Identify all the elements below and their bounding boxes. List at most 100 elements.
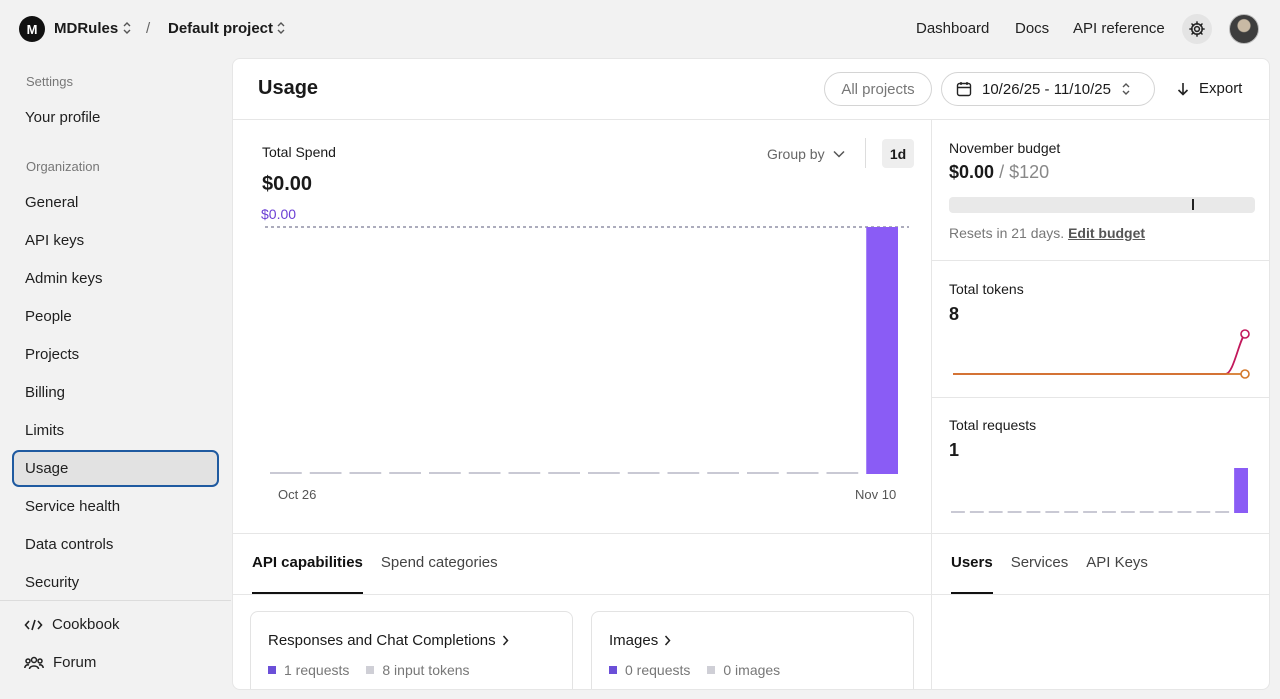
sidebar-item-people[interactable]: People <box>12 299 219 333</box>
sidebar-item-label: Your profile <box>25 108 101 126</box>
spend-bar-empty <box>588 472 620 474</box>
project-switcher[interactable]: Default project <box>168 20 274 37</box>
interval-1d-button[interactable]: 1d <box>882 139 914 168</box>
arrow-down-icon <box>1177 82 1189 96</box>
sidebar-item-api-keys[interactable]: API keys <box>12 223 219 257</box>
capability-card-responses[interactable]: Responses and Chat Completions 1 request… <box>250 611 573 689</box>
card-title-label: Responses and Chat Completions <box>268 632 496 649</box>
sidebar-link-forum[interactable]: Forum <box>24 654 96 671</box>
all-projects-label: All projects <box>841 80 915 98</box>
nav-docs[interactable]: Docs <box>1015 20 1050 37</box>
breadcrumb-separator: / <box>146 20 151 37</box>
usage-panel: Usage All projects 10/26/25 - 11/10/25 E… <box>232 58 1270 690</box>
sidebar-item-usage[interactable]: Usage <box>12 450 219 487</box>
section-divider <box>233 533 1269 534</box>
tokens-sparkline <box>953 329 1250 379</box>
chevron-updown-icon[interactable] <box>276 21 286 35</box>
spend-chart: $0.00 Oct 26 Nov 10 <box>261 206 909 502</box>
requests-bar-empty <box>1045 511 1060 513</box>
tab-spend-categories[interactable]: Spend categories <box>380 554 498 571</box>
budget-reset-note: Resets in 21 days. Edit budget <box>949 225 1145 241</box>
tab-users[interactable]: Users <box>951 554 993 594</box>
org-avatar[interactable]: M <box>19 16 45 42</box>
legend-swatch <box>707 666 716 674</box>
total-requests-value: 1 <box>949 440 960 460</box>
sidebar-divider <box>0 600 231 601</box>
tokens-series-point <box>1240 329 1250 339</box>
requests-bar-empty <box>1215 511 1230 513</box>
sidebar-item-label: Billing <box>25 383 66 401</box>
sidebar-item-projects[interactable]: Projects <box>12 337 219 371</box>
requests-bar-empty <box>1120 511 1135 513</box>
row-divider <box>931 260 1269 261</box>
sidebar-item-admin-keys[interactable]: Admin keys <box>12 261 219 295</box>
sidebar-section-settings: Settings <box>26 74 73 89</box>
tab-api-capabilities[interactable]: API capabilities <box>252 554 363 594</box>
card-stat-label: 8 input tokens <box>382 662 470 678</box>
users-icon <box>24 656 44 669</box>
sidebar: Settings Your profile Organization Gener… <box>0 58 231 699</box>
spend-bar-empty <box>707 472 739 474</box>
requests-bar <box>1234 468 1248 513</box>
nav-api-reference[interactable]: API reference <box>1073 20 1165 37</box>
sidebar-item-security[interactable]: Security <box>12 565 219 599</box>
card-title-label: Images <box>609 632 659 649</box>
requests-bar-empty <box>1007 511 1022 513</box>
date-range-label: 10/26/25 - 11/10/25 <box>982 80 1111 98</box>
group-by-dropdown[interactable]: Group by <box>767 146 845 162</box>
gear-icon <box>1189 21 1205 37</box>
all-projects-filter[interactable]: All projects <box>824 72 932 106</box>
total-spend-label: Total Spend <box>262 144 336 160</box>
total-spend-value: $0.00 <box>262 173 313 195</box>
budget-progress-marker <box>1192 199 1194 210</box>
sidebar-foot-label: Forum <box>53 654 97 671</box>
code-icon <box>24 619 43 630</box>
sidebar-item-service-health[interactable]: Service health <box>12 489 219 523</box>
sidebar-item-general[interactable]: General <box>12 185 219 219</box>
budget-limit: / $120 <box>999 162 1050 182</box>
spend-bar-empty <box>309 472 342 474</box>
sidebar-link-cookbook[interactable]: Cookbook <box>24 616 120 633</box>
budget-title: November budget <box>949 140 1061 156</box>
row-divider <box>931 397 1269 398</box>
sidebar-item-billing[interactable]: Billing <box>12 375 219 409</box>
column-divider <box>931 119 932 689</box>
export-button[interactable]: Export <box>1177 80 1242 97</box>
spend-bar-empty <box>548 472 580 474</box>
header-divider <box>233 119 1269 120</box>
budget-amount: $0.00 / $120 <box>949 162 1049 183</box>
tokens-series-point <box>1240 369 1250 379</box>
date-range-picker[interactable]: 10/26/25 - 11/10/25 <box>941 72 1155 106</box>
spend-bar-empty <box>667 472 700 474</box>
sidebar-item-label: General <box>25 193 79 211</box>
tab-services[interactable]: Services <box>1010 554 1069 571</box>
user-avatar[interactable] <box>1229 14 1259 44</box>
top-bar: M MDRules / Default project Dashboard Do… <box>0 0 1280 58</box>
capability-card-images[interactable]: Images 0 requests 0 images <box>591 611 914 689</box>
sidebar-item-label: API keys <box>25 231 85 249</box>
tab-api-keys[interactable]: API Keys <box>1086 554 1148 571</box>
requests-bar-empty <box>988 511 1003 513</box>
calendar-icon <box>956 82 972 97</box>
chevron-updown-icon[interactable] <box>122 21 132 35</box>
spend-bar <box>866 227 898 474</box>
card-stat-tokens: 8 input tokens <box>366 662 470 678</box>
chevron-updown-icon <box>1122 83 1130 95</box>
total-requests-title: Total requests <box>949 417 1037 433</box>
sidebar-item-label: Usage <box>25 460 69 477</box>
edit-budget-link[interactable]: Edit budget <box>1068 225 1146 241</box>
spend-bar-empty <box>389 472 421 474</box>
settings-gear-button[interactable] <box>1182 14 1212 44</box>
tokens-series-line <box>953 333 1246 375</box>
sidebar-item-limits[interactable]: Limits <box>12 413 219 447</box>
x-tick-label: Nov 10 <box>855 487 896 502</box>
card-stat-label: 0 requests <box>625 662 691 678</box>
card-title: Responses and Chat Completions <box>268 632 509 649</box>
org-switcher[interactable]: MDRules <box>54 20 119 37</box>
breakdown-tabs: Users Services API Keys <box>951 554 1148 594</box>
chevron-right-icon <box>502 635 509 646</box>
nav-dashboard[interactable]: Dashboard <box>916 20 990 37</box>
sidebar-item-your-profile[interactable]: Your profile <box>12 100 219 134</box>
sidebar-item-data-controls[interactable]: Data controls <box>12 527 219 561</box>
budget-reset-text: Resets in 21 days. <box>949 225 1065 241</box>
